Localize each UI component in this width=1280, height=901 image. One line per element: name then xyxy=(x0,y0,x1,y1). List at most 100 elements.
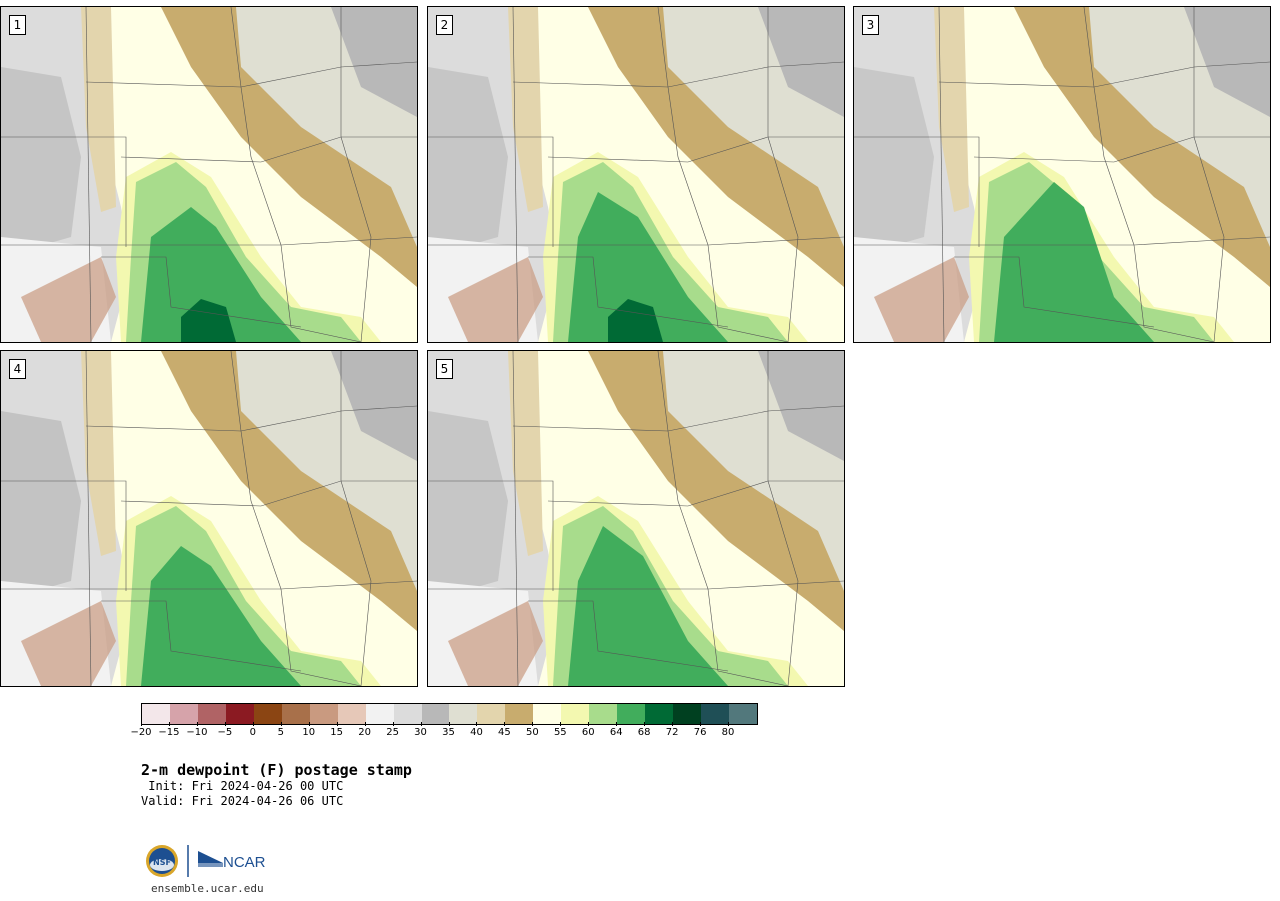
colorbar-swatch xyxy=(505,704,534,724)
colorbar-swatch xyxy=(533,704,562,724)
state-border xyxy=(512,61,844,88)
state-border xyxy=(1083,7,1215,342)
state-border xyxy=(657,351,789,686)
colorbar-tick-label: −10 xyxy=(186,727,208,738)
colorbar-tick-label: 80 xyxy=(721,727,735,738)
panel-number: 1 xyxy=(9,15,26,35)
dewpoint-map xyxy=(1,351,417,686)
colorbar xyxy=(141,703,758,725)
state-border xyxy=(85,7,92,342)
colorbar-tick-label: 64 xyxy=(609,727,623,738)
colorbar-swatch xyxy=(421,704,450,724)
tan-strip xyxy=(81,7,116,212)
nsf-logo-icon: NSF xyxy=(146,845,178,877)
northeast-gray-region xyxy=(758,7,844,117)
map-panel-5: 5 xyxy=(427,350,845,687)
state-border xyxy=(973,136,1270,163)
state-border xyxy=(230,7,362,342)
colorbar-tick xyxy=(448,722,450,726)
tan-band xyxy=(1014,7,1270,287)
state-border xyxy=(767,7,799,342)
state-border xyxy=(428,136,554,247)
tan-band xyxy=(161,351,417,631)
state-border xyxy=(1,136,127,247)
colorbar-tick xyxy=(392,722,394,726)
figure-title: 2-m dewpoint (F) postage stamp xyxy=(141,761,412,779)
colorbar-tick xyxy=(728,722,730,726)
website-url: ensemble.ucar.edu xyxy=(151,882,264,895)
state-border xyxy=(854,136,980,247)
mountain-dry-region xyxy=(428,411,508,601)
state-border xyxy=(85,405,417,432)
moist-region-64 xyxy=(994,182,1154,342)
state-border xyxy=(1193,7,1225,342)
state-border xyxy=(512,405,844,432)
colorbar-swatch xyxy=(729,704,757,724)
colorbar-swatch xyxy=(253,704,282,724)
state-border xyxy=(938,7,945,342)
dry-region xyxy=(21,257,116,342)
colorbar-tick-label: 40 xyxy=(470,727,483,738)
colorbar-swatch xyxy=(561,704,590,724)
colorbar-swatch xyxy=(309,704,338,724)
colorbar-tick xyxy=(280,722,282,726)
colorbar-tick xyxy=(504,722,506,726)
colorbar-tick-label: 72 xyxy=(665,727,679,738)
colorbar-tick-label: 15 xyxy=(330,727,344,738)
colorbar-swatch xyxy=(393,704,422,724)
colorbar-swatch xyxy=(142,704,170,724)
colorbar-tick xyxy=(700,722,702,726)
colorbar-swatch xyxy=(477,704,506,724)
colorbar-tick-label: 35 xyxy=(442,727,455,738)
nsf-text: NSF xyxy=(153,858,171,867)
ncar-logo-icon: NCAR xyxy=(198,851,266,871)
colorbar-tick xyxy=(224,722,226,726)
colorbar-tick xyxy=(532,722,534,726)
tan-strip xyxy=(81,351,116,556)
colorbar-tick-label: 20 xyxy=(358,727,371,738)
colorbar-swatch xyxy=(169,704,198,724)
colorbar-tick xyxy=(644,722,646,726)
state-border xyxy=(657,7,789,342)
map-panel-1: 1 xyxy=(0,6,418,343)
colorbar-tick xyxy=(336,722,338,726)
colorbar-tick-label: −15 xyxy=(158,727,180,738)
dewpoint-map xyxy=(428,351,844,686)
state-border xyxy=(85,61,417,88)
colorbar-tick-label: 76 xyxy=(693,727,707,738)
tan-strip xyxy=(934,7,969,212)
colorbar-tick xyxy=(364,722,366,726)
colorbar-tick-label: 60 xyxy=(581,727,595,738)
colorbar-swatch xyxy=(701,704,730,724)
colorbar-swatch xyxy=(197,704,226,724)
state-border xyxy=(547,480,844,507)
valid-time: Valid: Fri 2024-04-26 06 UTC xyxy=(141,794,344,808)
dry-region xyxy=(874,257,969,342)
northeast-gray-region xyxy=(1184,7,1270,117)
init-time: Init: Fri 2024-04-26 00 UTC xyxy=(141,779,344,793)
tan-band xyxy=(161,7,417,287)
tan-strip xyxy=(508,7,543,212)
colorbar-swatch xyxy=(365,704,394,724)
state-border xyxy=(340,7,372,342)
state-border xyxy=(528,256,729,328)
colorbar-tick xyxy=(420,722,422,726)
state-border xyxy=(120,480,417,507)
moist-region-64 xyxy=(568,192,728,342)
colorbar-tick xyxy=(616,722,618,726)
dewpoint-map xyxy=(1,7,417,342)
panel-number: 3 xyxy=(862,15,879,35)
colorbar-tick-label: −20 xyxy=(130,727,152,738)
colorbar-ticks: −20 −15 −10 −5 0 5 10 15 20 25 30 35 40 45 50 55 60 64 68 7… xyxy=(130,722,756,742)
state-border xyxy=(512,351,519,686)
colorbar-tick xyxy=(141,722,142,726)
moist-region-68 xyxy=(181,299,236,342)
moist-region-68 xyxy=(608,299,663,342)
sponsor-logos: NSF NCAR xyxy=(145,843,275,879)
colorbar-tick-label: 55 xyxy=(553,727,567,738)
state-border xyxy=(512,7,519,342)
colorbar-swatch xyxy=(449,704,478,724)
state-border xyxy=(938,61,1270,88)
dewpoint-map xyxy=(428,7,844,342)
mountain-dry-region xyxy=(854,67,934,257)
